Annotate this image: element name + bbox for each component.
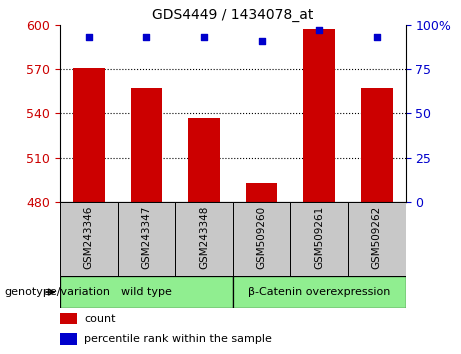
Point [142, 34, 150, 40]
Text: percentile rank within the sample: percentile rank within the sample [84, 334, 272, 344]
Text: GSM243346: GSM243346 [84, 205, 94, 269]
Point [200, 34, 207, 40]
Point [258, 38, 266, 44]
Text: count: count [84, 314, 116, 324]
Text: GSM509262: GSM509262 [372, 205, 382, 269]
Bar [303, 29, 335, 202]
Bar [60, 276, 233, 308]
Bar [348, 202, 406, 276]
Bar [233, 276, 406, 308]
Bar [175, 202, 233, 276]
Text: GSM243347: GSM243347 [142, 205, 151, 269]
Bar [233, 202, 290, 276]
Text: β-Catenin overexpression: β-Catenin overexpression [248, 287, 390, 297]
Bar [60, 202, 118, 276]
Point [315, 27, 323, 33]
Bar [60, 313, 77, 324]
Bar [60, 333, 77, 345]
Text: genotype/variation: genotype/variation [5, 287, 111, 297]
Text: GSM243348: GSM243348 [199, 205, 209, 269]
Text: wild type: wild type [121, 287, 172, 297]
Point [85, 34, 92, 40]
Bar [361, 88, 393, 202]
Bar [290, 202, 348, 276]
Bar [188, 118, 220, 202]
Text: GSM509260: GSM509260 [257, 205, 266, 269]
Title: GDS4449 / 1434078_at: GDS4449 / 1434078_at [152, 8, 313, 22]
Bar [246, 183, 278, 202]
Text: GSM509261: GSM509261 [314, 205, 324, 269]
Bar [73, 68, 105, 202]
Bar [130, 88, 162, 202]
Bar [118, 202, 175, 276]
Point [373, 34, 381, 40]
